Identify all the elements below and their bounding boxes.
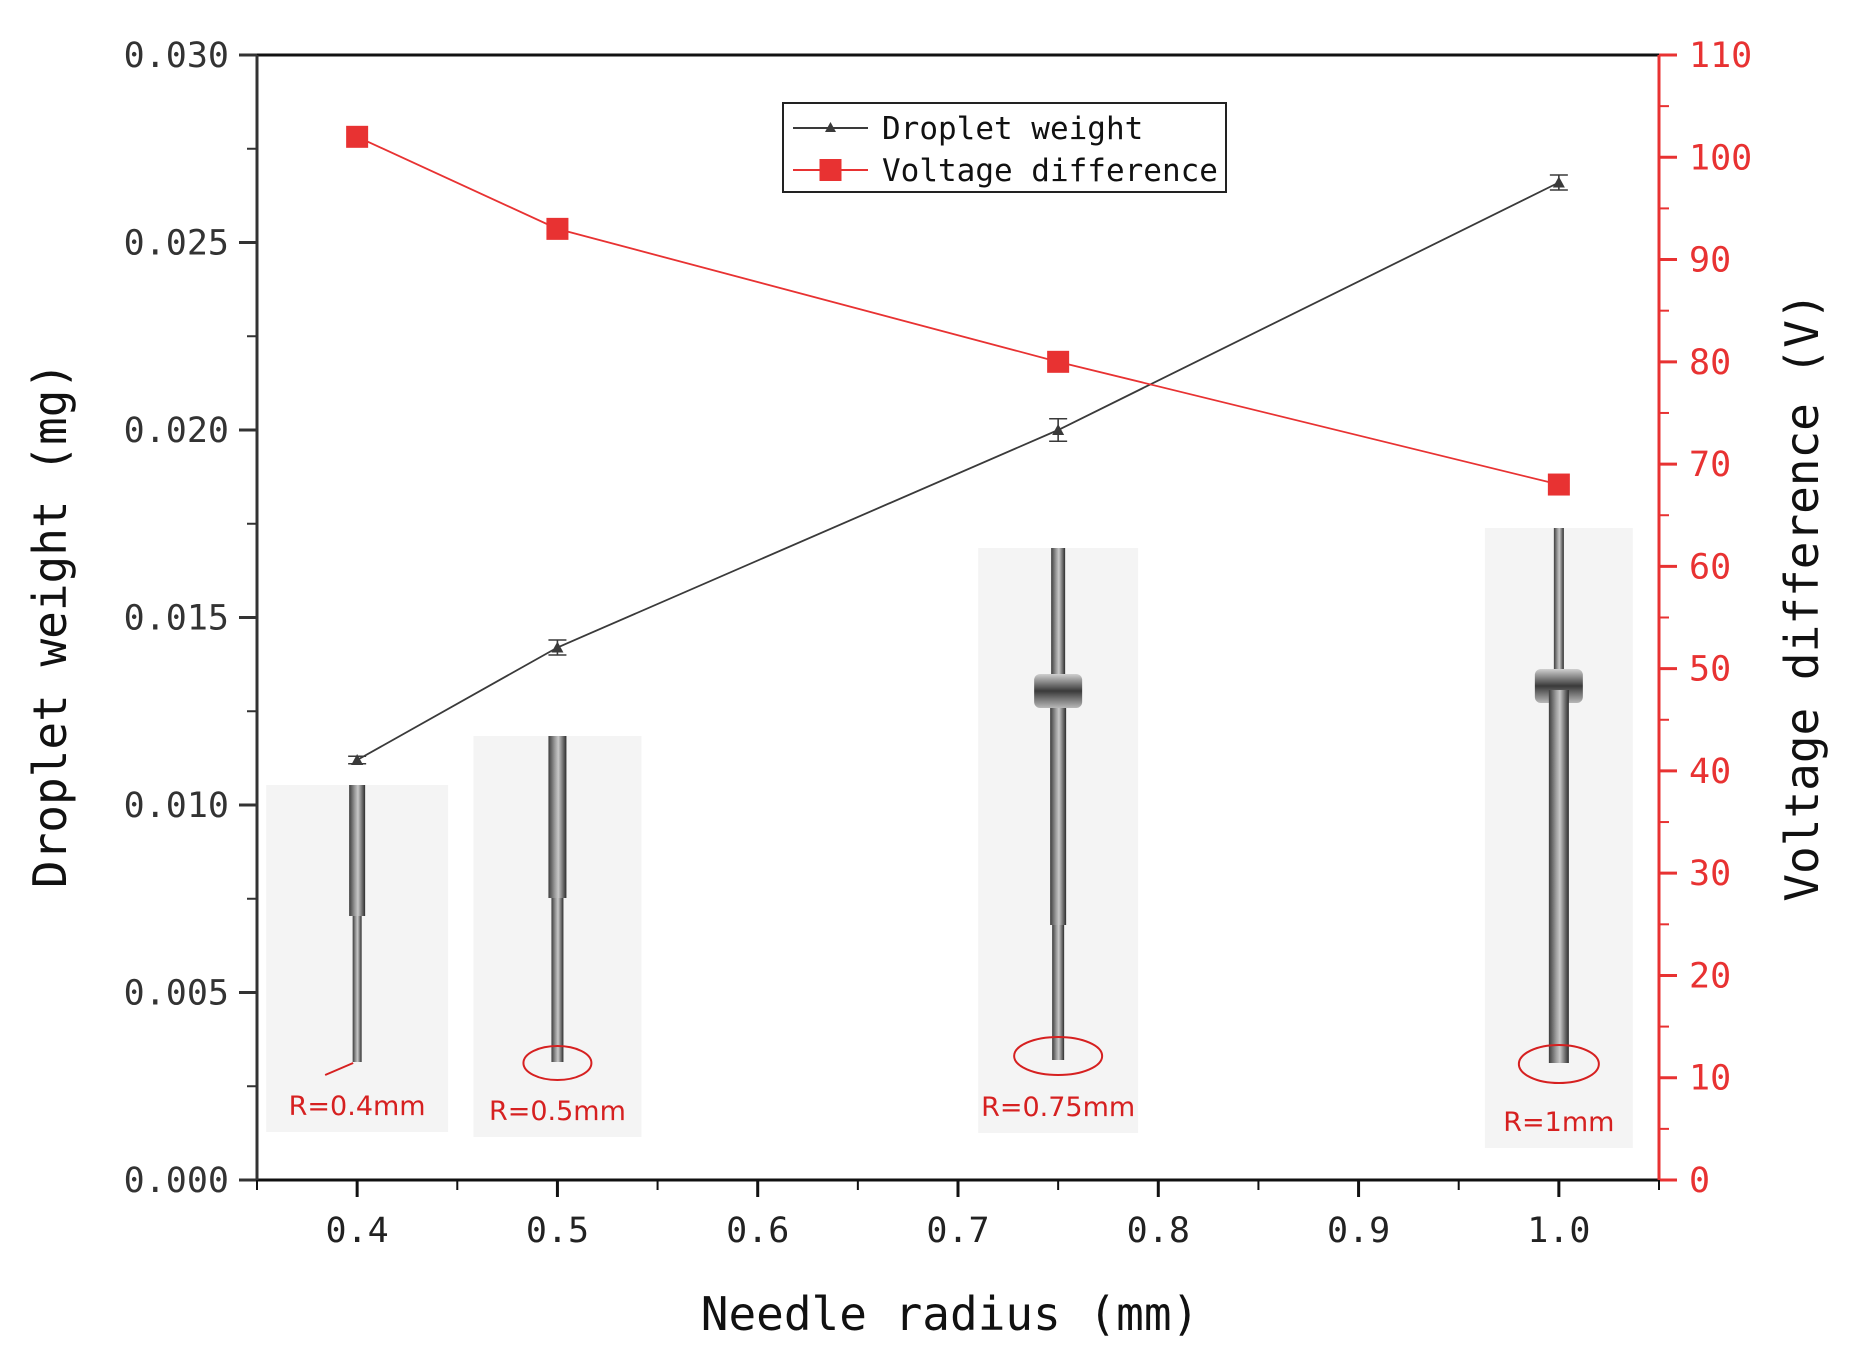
photo-radius-label: R=0.4mm: [289, 1091, 426, 1122]
needle-tip: [352, 916, 362, 1062]
x-tick-label: 0.4: [326, 1211, 389, 1251]
needle-photo: R=0.5mm: [473, 736, 642, 1137]
right-tick-label: 50: [1689, 650, 1731, 690]
data-point-square: [1047, 350, 1070, 373]
legend-box: [782, 102, 1227, 193]
right-tick-label: 80: [1689, 343, 1731, 383]
series-line: [356, 181, 1560, 761]
right-tick-label: 20: [1689, 956, 1731, 996]
left-tick-label: 0.010: [124, 786, 229, 826]
tip-pointer-line: [324, 1062, 354, 1076]
needle-tip: [551, 898, 564, 1062]
x-axis-title: Needle radius (mm): [701, 1287, 1200, 1341]
legend-square-marker: [819, 159, 842, 181]
legend: Droplet weight Voltage difference: [782, 102, 1227, 193]
right-tick-label: 100: [1689, 138, 1752, 178]
right-tick-label: 40: [1689, 752, 1731, 792]
needle-body: [1050, 708, 1067, 925]
x-tick-label: 0.9: [1327, 1211, 1390, 1251]
photo-radius-label: R=0.75mm: [981, 1092, 1135, 1123]
left-tick-label: 0.030: [124, 36, 229, 76]
needle-photo: R=0.75mm: [978, 548, 1139, 1133]
x-tick-label: 0.6: [726, 1211, 789, 1251]
left-tick-label: 0.000: [124, 1161, 229, 1201]
needle-shaft: [548, 736, 567, 898]
left-tick-label: 0.005: [124, 974, 229, 1014]
left-tick-label: 0.025: [124, 224, 229, 264]
photo-radius-label: R=0.5mm: [489, 1096, 626, 1127]
x-tick-label: 0.7: [926, 1211, 989, 1251]
photo-radius-label: R=1mm: [1503, 1107, 1614, 1138]
needle-ring: [1034, 674, 1083, 708]
x-tick-label: 1.0: [1527, 1211, 1590, 1251]
x-tick-label: 0.5: [526, 1211, 589, 1251]
needle-shaft: [1553, 528, 1564, 685]
data-point-triangle: [1552, 176, 1565, 188]
data-point-square: [546, 217, 569, 240]
needle-tip: [1052, 925, 1065, 1060]
needle-ring: [1534, 669, 1583, 703]
right-tick-label: 0: [1689, 1161, 1710, 1201]
series-layer: [346, 125, 1570, 765]
right-tick-label: 60: [1689, 547, 1731, 587]
left-tick-label: 0.020: [124, 411, 229, 451]
tip-highlight-ellipse: [1517, 1044, 1600, 1084]
series-line: [356, 136, 1560, 486]
axes-layer: 0.000 0.005 0.010 0.015 0.020 0.025 0.030 0 10 20…: [124, 36, 1753, 1251]
right-axis-title: Voltage difference (V): [1775, 292, 1829, 901]
needle-shaft: [349, 785, 366, 916]
needle-tip: [1548, 690, 1569, 1063]
needle-photo: R=1mm: [1484, 528, 1633, 1148]
right-tick-label: 30: [1689, 854, 1731, 894]
data-point-square: [1547, 473, 1570, 496]
right-tick-label: 110: [1689, 36, 1752, 76]
needle-photo-insets: R=0.4mm R=0.5mm R=0.75mm R=1mm: [266, 528, 1633, 1148]
data-point-triangle: [551, 641, 564, 653]
data-point-triangle: [351, 754, 364, 765]
series-voltage-difference: [346, 125, 1570, 496]
left-tick-label: 0.015: [124, 599, 229, 639]
tip-highlight-ellipse: [1013, 1036, 1104, 1076]
needle-photo: R=0.4mm: [266, 785, 449, 1132]
tip-highlight-ellipse: [522, 1045, 593, 1081]
right-tick-label: 70: [1689, 445, 1731, 485]
left-axis-title: Droplet weight (mg): [23, 362, 77, 888]
series-droplet-weight: [348, 174, 1568, 765]
x-tick-label: 0.8: [1127, 1211, 1190, 1251]
legend-triangle-marker: [825, 122, 836, 132]
legend-label-droplet-weight: Droplet weight: [882, 111, 1143, 147]
legend-label-voltage-difference: Voltage difference: [882, 153, 1218, 189]
right-tick-label: 10: [1689, 1059, 1731, 1099]
data-point-triangle: [1052, 424, 1065, 435]
data-point-square: [346, 125, 369, 148]
needle-shaft: [1051, 548, 1066, 690]
right-tick-label: 90: [1689, 241, 1731, 281]
